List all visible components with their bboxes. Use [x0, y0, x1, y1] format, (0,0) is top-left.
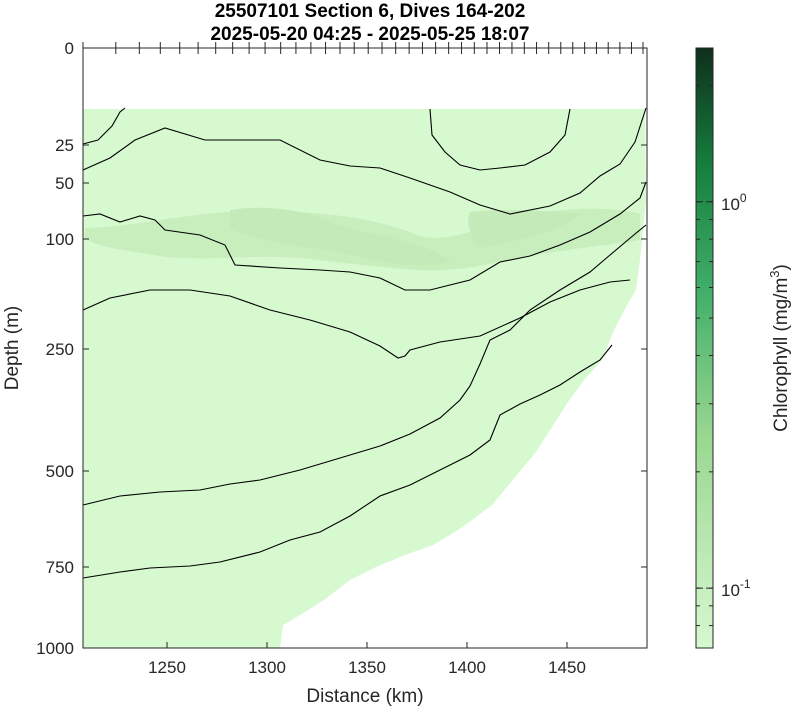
colorbar-label: Chlorophyll (mg/m3)	[767, 264, 792, 432]
x-tick-label: 1400	[448, 658, 486, 677]
plot-frame	[82, 47, 648, 649]
y-axis-label: Depth (m)	[2, 306, 23, 390]
contour-line-3	[82, 181, 647, 291]
x-axis-label: Distance (km)	[306, 686, 423, 707]
y-tick-label: 750	[46, 558, 74, 577]
colorbar-tick-label: 100	[721, 191, 747, 214]
contour-line-4	[82, 279, 631, 359]
contour-line-2	[82, 107, 647, 215]
colorbar-tick-label: 10-1	[721, 577, 751, 600]
chl-max-patch-3	[468, 209, 580, 248]
chart-title-line-1: 25507101 Section 6, Dives 164-202	[214, 1, 526, 22]
y-tick-label: 250	[46, 340, 74, 359]
y-tick-label: 0	[65, 39, 74, 58]
x-tick-label: 1300	[248, 658, 286, 677]
y-tick-label: 50	[55, 174, 74, 193]
x-tick-label: 1350	[348, 658, 386, 677]
x-tick-label: 1450	[548, 658, 586, 677]
chart-title-line-2: 2025-05-20 04:25 - 2025-05-25 18:07	[210, 24, 530, 45]
y-tick-label: 500	[46, 462, 74, 481]
contour-line-1	[82, 107, 126, 145]
colorbar	[695, 47, 714, 649]
y-tick-label: 1000	[36, 639, 74, 658]
y-tick-label: 25	[55, 136, 74, 155]
contour-line-7	[429, 108, 571, 171]
chl-max-patch-2	[230, 207, 450, 266]
x-tick-label: 1250	[148, 658, 186, 677]
contour-line-5	[82, 224, 647, 506]
chl-maximum-band	[85, 207, 640, 271]
contour-line-6	[82, 344, 613, 579]
y-tick-label: 100	[46, 230, 74, 249]
